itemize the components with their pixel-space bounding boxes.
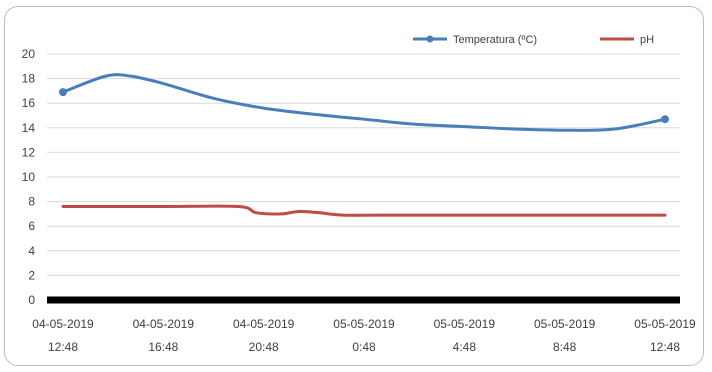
- x-tick-label: 20:48: [249, 340, 279, 354]
- data-point: [59, 88, 67, 97]
- y-axis-tick-labels: 0 2 4 6 8 10 12 14 16 18 20: [22, 47, 36, 307]
- y-tick-label: 10: [22, 170, 36, 184]
- x-tick-label: 05-05-2019: [434, 317, 496, 331]
- series-line-ph: [61, 204, 667, 217]
- legend-label: Temperatura (ºC): [453, 34, 537, 46]
- x-tick-label: 04-05-2019: [32, 317, 94, 331]
- y-tick-label: 12: [22, 145, 36, 159]
- x-tick-label: 16:48: [148, 340, 178, 354]
- y-tick-label: 4: [28, 244, 35, 258]
- y-tick-label: 2: [28, 268, 35, 282]
- x-tick-label: 04-05-2019: [133, 317, 195, 331]
- x-tick-label: 05-05-2019: [634, 317, 696, 331]
- y-tick-label: 18: [22, 72, 36, 86]
- y-tick-label: 20: [22, 47, 36, 61]
- x-tick-label: 05-05-2019: [333, 317, 395, 331]
- legend: Temperatura (ºC) pH: [413, 34, 654, 46]
- x-tick-label: 8:48: [553, 340, 577, 354]
- x-tick-label: 4:48: [453, 340, 477, 354]
- chart-frame: 0 2 4 6 8 10 12 14 16 18 20 04-05-2019 12:48 04-05-2…: [4, 6, 704, 366]
- legend-label: pH: [640, 34, 654, 46]
- y-tick-label: 6: [28, 219, 35, 233]
- legend-marker: [426, 35, 434, 43]
- legend-item: Temperatura (ºC): [413, 34, 537, 46]
- series-lines: [59, 73, 669, 217]
- gridlines: [47, 53, 680, 304]
- x-tick-label: 0:48: [352, 340, 376, 354]
- x-axis-tick-labels: 04-05-2019 12:48 04-05-2019 16:48 04-05-2019…: [32, 317, 696, 354]
- y-tick-label: 16: [22, 96, 36, 110]
- y-tick-label: 8: [28, 195, 35, 209]
- x-tick-label: 12:48: [48, 340, 78, 354]
- y-tick-label: 14: [22, 121, 36, 135]
- data-point: [661, 115, 669, 124]
- series-line-temperatura-c: [61, 73, 667, 132]
- x-tick-label: 12:48: [650, 340, 680, 354]
- legend-item: pH: [600, 34, 654, 46]
- x-tick-label: 05-05-2019: [534, 317, 596, 331]
- x-tick-label: 04-05-2019: [233, 317, 295, 331]
- y-tick-label: 0: [28, 293, 35, 307]
